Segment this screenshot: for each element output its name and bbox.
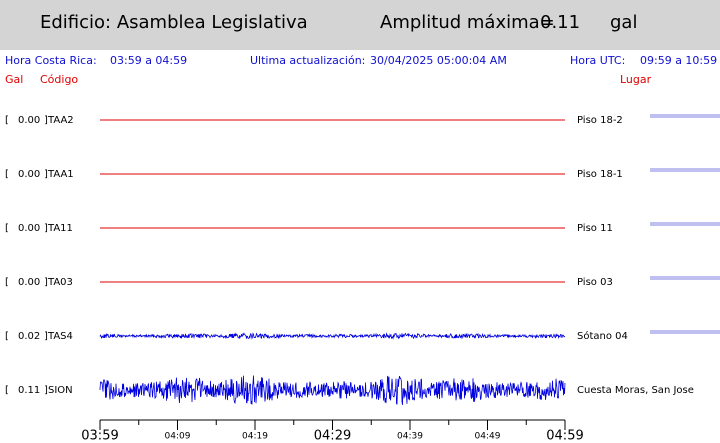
bracket-open: [ — [5, 223, 9, 234]
time-label-minor: 04:49 — [475, 432, 501, 442]
amp-unit: gal — [610, 12, 637, 33]
bracket-close: ] — [44, 169, 48, 180]
update-label: Ultima actualización: — [250, 54, 365, 67]
bracket-close: ] — [44, 331, 48, 342]
local-label: Hora Costa Rica: — [5, 54, 97, 67]
waveform — [99, 375, 566, 405]
time-label-major: 04:59 — [546, 429, 583, 443]
gal-value: 0.00 — [18, 169, 40, 180]
bracket-open: [ — [5, 277, 9, 288]
gal-value: 0.00 — [18, 277, 40, 288]
bracket-close: ] — [44, 277, 48, 288]
station-code: TAS4 — [47, 331, 73, 342]
gal-value: 0.00 — [18, 115, 40, 126]
col-gal: Gal — [5, 73, 23, 86]
gal-value: 0.11 — [18, 385, 40, 396]
time-label-major: 04:29 — [314, 429, 351, 443]
station-place: Piso 11 — [577, 223, 613, 234]
station-code: TA11 — [47, 223, 73, 234]
gal-value: 0.00 — [18, 223, 40, 234]
time-label-major: 03:59 — [81, 429, 118, 443]
station-place: Piso 18-1 — [577, 169, 623, 180]
bracket-open: [ — [5, 169, 9, 180]
amp-value: 0.11 — [540, 12, 580, 33]
station-code: TA03 — [47, 277, 73, 288]
col-place: Lugar — [620, 73, 652, 86]
time-label-minor: 04:19 — [242, 432, 268, 442]
station-place: Piso 03 — [577, 277, 613, 288]
bracket-close: ] — [44, 115, 48, 126]
station-code: TAA1 — [47, 169, 74, 180]
amp-label: Amplitud máxima= — [380, 12, 555, 33]
time-label-minor: 04:39 — [397, 432, 423, 442]
bracket-close: ] — [44, 385, 48, 396]
station-place: Piso 18-2 — [577, 115, 623, 126]
station-code: TAA2 — [47, 115, 74, 126]
local-range: 03:59 a 04:59 — [110, 54, 187, 67]
station-code: SION — [48, 385, 73, 396]
utc-label: Hora UTC: — [570, 54, 625, 67]
bracket-open: [ — [5, 385, 9, 396]
station-place: Sótano 04 — [577, 330, 628, 342]
gal-value: 0.02 — [18, 331, 40, 342]
col-code: Código — [40, 73, 78, 86]
utc-range: 09:59 a 10:59 — [640, 54, 717, 67]
waveform — [99, 332, 566, 340]
time-label-minor: 04:09 — [165, 432, 191, 442]
station-place: Cuesta Moras, San Jose — [577, 385, 694, 396]
building-title: Edificio: Asamblea Legislativa — [40, 12, 308, 33]
update-value: 30/04/2025 05:00:04 AM — [370, 54, 507, 67]
bracket-close: ] — [44, 223, 48, 234]
bracket-open: [ — [5, 115, 9, 126]
header-band — [0, 0, 720, 50]
bracket-open: [ — [5, 331, 9, 342]
